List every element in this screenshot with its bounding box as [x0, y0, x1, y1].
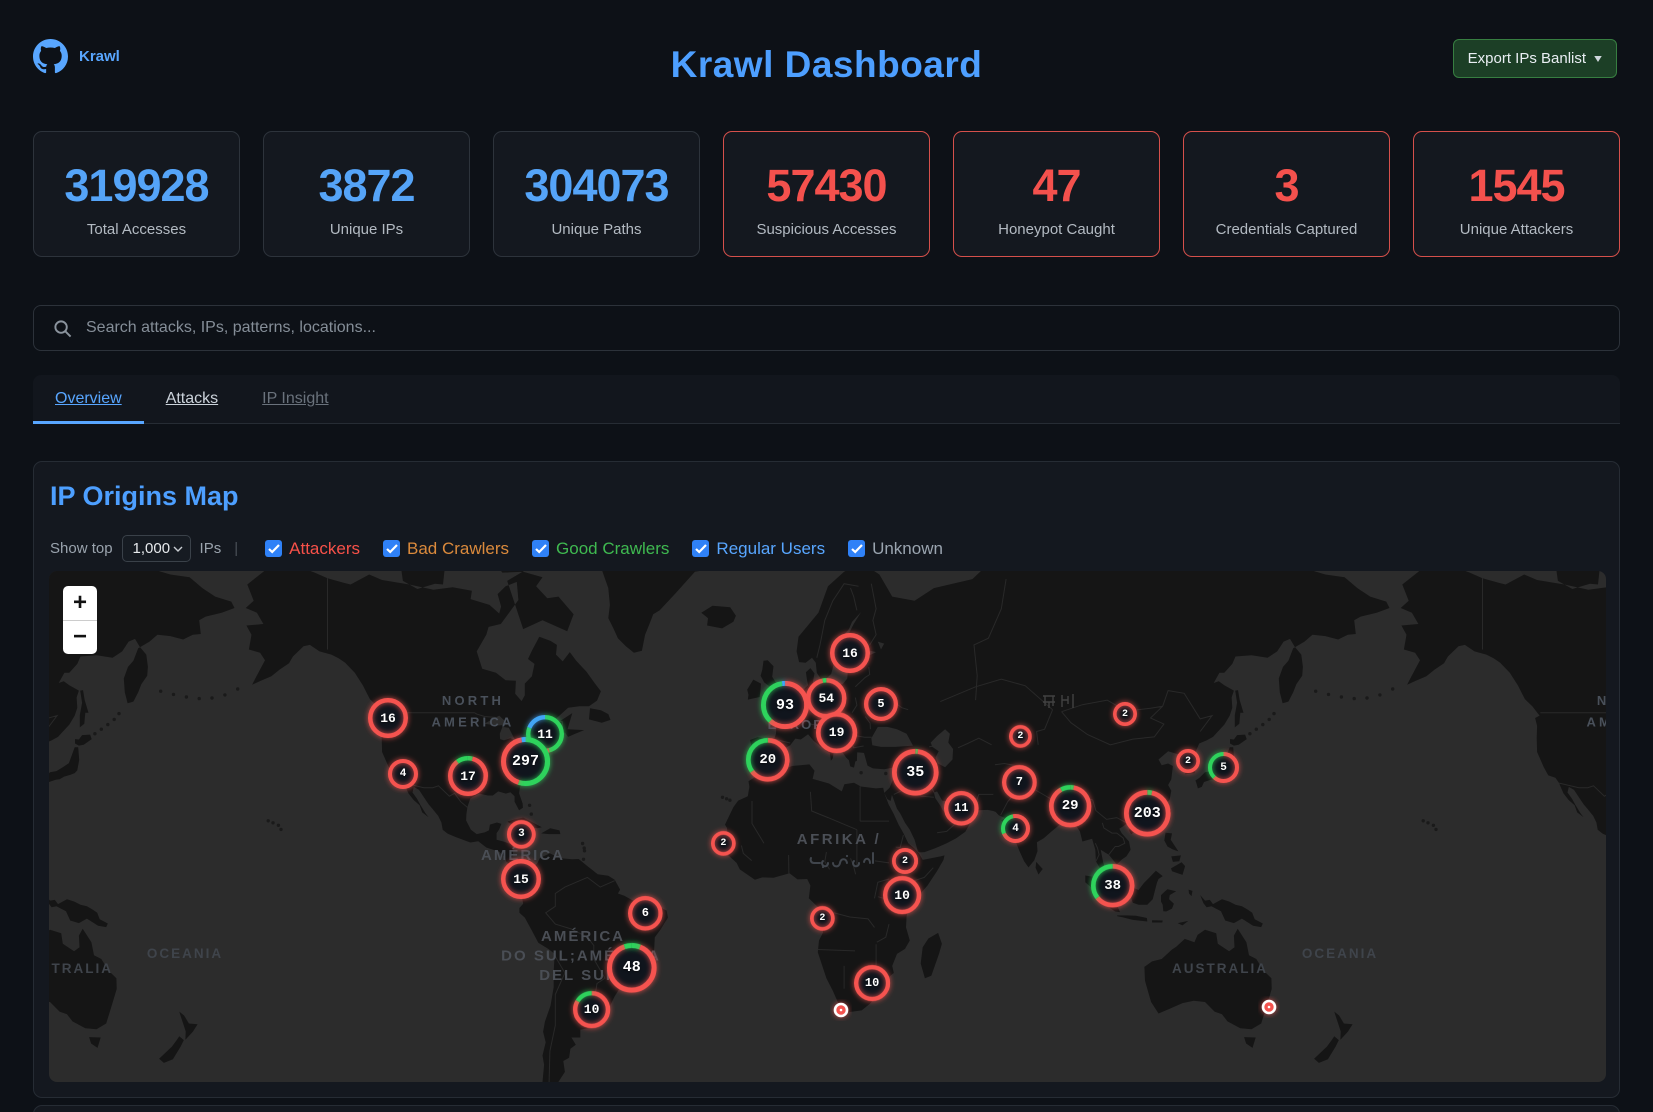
svg-text:AMERICA: AMERICA	[1586, 715, 1606, 730]
svg-text:AUSTRALIA: AUSTRALIA	[1172, 961, 1268, 976]
svg-text:DEL SUR: DEL SUR	[539, 967, 619, 984]
svg-text:AMÉRICA: AMÉRICA	[541, 928, 625, 945]
svg-text:AMÉRICA: AMÉRICA	[481, 847, 565, 864]
svg-text:AUSTRALIA: AUSTRALIA	[49, 961, 113, 976]
svg-text:AFRIKA /: AFRIKA /	[797, 831, 881, 848]
svg-text:AMERICA: AMERICA	[431, 715, 514, 730]
svg-text:OCEANIA: OCEANIA	[1302, 946, 1378, 961]
svg-text:OCEANIA: OCEANIA	[147, 946, 223, 961]
svg-text:NORTH: NORTH	[1597, 693, 1606, 708]
svg-text:NORTH: NORTH	[442, 693, 504, 708]
